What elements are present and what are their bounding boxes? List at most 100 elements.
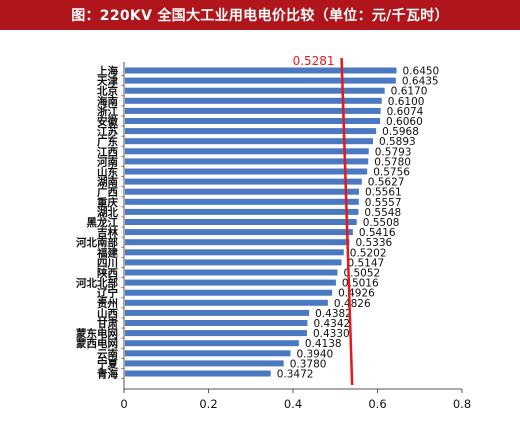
bar-8 <box>125 148 369 155</box>
bar-chart: 上海 0.6450 天津 0.6435 北京 0.6170 海南 0.6100 浙江 0.6074… <box>76 54 471 411</box>
category-label-27: 蒙西电网 <box>76 337 118 350</box>
value-label-21: 0.5016 <box>342 278 379 290</box>
category-label-5: 安徽 <box>97 115 118 128</box>
bar-24 <box>125 309 310 316</box>
bar-17 <box>125 239 350 246</box>
category-label-30: 青海 <box>97 368 118 381</box>
value-label-2: 0.6170 <box>391 86 428 98</box>
value-label-18: 0.5202 <box>350 247 387 259</box>
value-label-8: 0.5793 <box>375 146 412 158</box>
category-label-26: 蒙东电网 <box>76 327 118 340</box>
category-label-0: 上海 <box>97 65 118 78</box>
category-label-4: 浙江 <box>97 105 118 118</box>
bar-20 <box>125 269 338 276</box>
reference-line <box>340 57 354 386</box>
category-label-29: 宁夏 <box>97 357 118 370</box>
category-label-21: 河北北部 <box>76 277 118 290</box>
value-label-11: 0.5627 <box>368 177 405 189</box>
category-label-2: 北京 <box>97 85 118 98</box>
category-label-17: 河北南部 <box>76 236 118 249</box>
category-label-11: 湖南 <box>97 176 118 189</box>
value-label-28: 0.3940 <box>296 348 333 360</box>
value-label-1: 0.6435 <box>402 76 439 88</box>
category-label-19: 四川 <box>97 257 118 269</box>
bar-2 <box>125 87 385 94</box>
bar-23 <box>125 299 328 306</box>
category-label-6: 江苏 <box>97 125 118 138</box>
reference-label: 0.5281 <box>293 54 335 68</box>
value-label-7: 0.5893 <box>379 136 416 148</box>
bar-13 <box>125 198 359 205</box>
bar-25 <box>125 320 308 326</box>
bar-7 <box>125 138 373 145</box>
value-label-30: 0.3472 <box>277 369 314 381</box>
value-label-26: 0.4330 <box>313 328 350 340</box>
value-label-20: 0.5052 <box>343 268 380 280</box>
bar-0 <box>125 67 397 74</box>
x-tick-label-4: 0.8 <box>453 397 471 411</box>
category-label-9: 河南 <box>97 155 118 168</box>
value-label-19: 0.5147 <box>347 257 384 269</box>
bar-22 <box>125 289 333 296</box>
bar-14 <box>125 208 359 215</box>
value-label-16: 0.5416 <box>359 227 396 239</box>
value-label-29: 0.3780 <box>290 358 327 370</box>
chart-area: 上海 0.6450 天津 0.6435 北京 0.6170 海南 0.6100 浙江 0.6074… <box>0 30 520 430</box>
bar-4 <box>125 107 381 114</box>
bar-9 <box>125 158 369 165</box>
category-label-1: 天津 <box>97 75 118 88</box>
value-label-24: 0.4382 <box>315 308 352 320</box>
value-label-22: 0.4926 <box>338 288 375 300</box>
category-label-18: 福建 <box>96 246 118 259</box>
x-tick-label-1: 0.2 <box>199 397 217 411</box>
value-label-12: 0.5561 <box>365 187 402 199</box>
category-label-14: 湖北 <box>97 206 118 219</box>
bar-28 <box>125 350 291 357</box>
value-label-27: 0.4138 <box>305 338 342 350</box>
category-label-12: 广西 <box>97 186 118 199</box>
value-label-3: 0.6100 <box>388 96 425 108</box>
category-label-13: 重庆 <box>97 196 118 209</box>
category-label-22: 辽宁 <box>97 287 118 300</box>
value-label-9: 0.5780 <box>374 156 411 168</box>
bar-29 <box>125 360 284 367</box>
value-label-17: 0.5336 <box>355 237 392 249</box>
category-label-7: 广东 <box>97 135 118 148</box>
bar-5 <box>125 118 381 124</box>
bar-26 <box>125 330 307 337</box>
bar-3 <box>125 97 382 104</box>
value-label-23: 0.4826 <box>334 298 371 310</box>
bar-15 <box>125 219 357 225</box>
category-label-24: 山西 <box>97 307 118 320</box>
bar-12 <box>125 188 359 195</box>
bar-27 <box>125 340 299 347</box>
bar-21 <box>125 279 336 286</box>
value-label-10: 0.5756 <box>373 167 410 179</box>
bar-19 <box>125 259 342 266</box>
category-label-16: 吉林 <box>97 226 118 239</box>
category-label-3: 海南 <box>97 95 118 108</box>
bar-11 <box>125 178 362 185</box>
x-tick-label-2: 0.4 <box>284 397 302 411</box>
category-label-20: 陕西 <box>97 267 118 280</box>
bar-10 <box>125 168 368 175</box>
bar-18 <box>125 249 344 256</box>
category-label-10: 山东 <box>97 166 118 179</box>
value-label-14: 0.5548 <box>364 207 401 219</box>
bar-16 <box>125 229 353 236</box>
bar-1 <box>125 77 396 84</box>
x-tick-label-0: 0 <box>120 397 127 411</box>
category-label-8: 江西 <box>97 145 118 158</box>
value-label-25: 0.4342 <box>313 318 350 330</box>
bar-6 <box>125 128 377 135</box>
bar-30 <box>125 370 271 377</box>
value-label-6: 0.5968 <box>382 126 419 138</box>
value-label-15: 0.5508 <box>363 217 400 229</box>
category-label-23: 贵州 <box>97 297 118 310</box>
category-label-15: 黑龙江 <box>87 216 119 229</box>
value-label-5: 0.6060 <box>386 116 423 128</box>
value-label-4: 0.6074 <box>387 106 424 118</box>
chart-title: 图：220KV 全国大工业用电电价比较（单位：元/千瓦时） <box>0 0 520 30</box>
value-label-0: 0.6450 <box>403 66 440 78</box>
category-label-25: 甘肃 <box>97 317 118 330</box>
